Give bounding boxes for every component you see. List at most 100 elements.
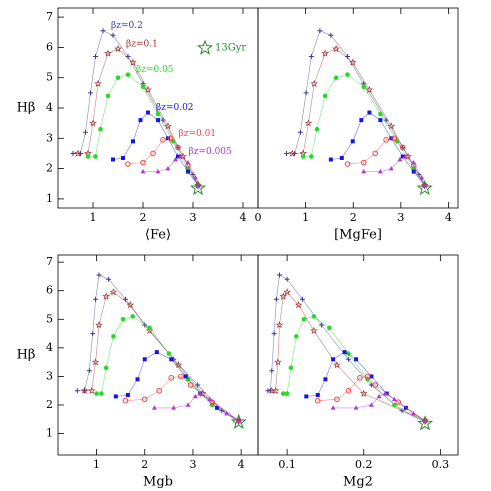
point — [185, 402, 191, 407]
point — [95, 321, 103, 329]
point — [331, 357, 336, 362]
series-line — [143, 156, 199, 186]
point — [392, 402, 397, 408]
point — [388, 166, 394, 171]
point — [155, 169, 161, 174]
point — [187, 382, 194, 388]
point — [399, 144, 406, 151]
point — [103, 365, 109, 371]
series-label: βz=0.005 — [189, 147, 233, 157]
point — [271, 386, 280, 394]
point — [91, 358, 100, 366]
point — [169, 357, 174, 362]
point — [303, 90, 309, 96]
point — [87, 386, 96, 394]
series-label: βz=0.05 — [136, 65, 174, 75]
point — [301, 316, 307, 322]
point — [311, 314, 317, 319]
point — [334, 396, 340, 403]
point — [395, 399, 402, 405]
point — [284, 391, 290, 396]
point — [130, 314, 135, 319]
x-tick-label: 1 — [90, 211, 97, 224]
y-tick-label: 3 — [46, 131, 53, 144]
point — [94, 391, 99, 396]
series-line — [363, 156, 425, 186]
point — [314, 126, 320, 132]
point — [142, 322, 148, 328]
point — [86, 368, 92, 374]
point — [96, 272, 102, 278]
point — [83, 129, 88, 135]
point — [326, 325, 332, 331]
point — [297, 129, 303, 135]
point — [113, 394, 118, 399]
x-axis-label: Mgb — [143, 475, 173, 490]
point — [422, 182, 428, 188]
series-line — [78, 48, 199, 186]
x-tick-label: 4 — [240, 211, 247, 224]
point — [391, 396, 397, 402]
point — [80, 386, 89, 394]
point — [151, 405, 157, 410]
point — [411, 410, 416, 416]
point — [339, 156, 344, 160]
point — [354, 357, 359, 362]
point — [378, 118, 383, 123]
point — [400, 154, 405, 159]
point — [376, 393, 382, 399]
y-axis-label: Hβ — [17, 101, 36, 116]
point — [85, 154, 91, 159]
series-line — [306, 351, 426, 421]
point — [178, 373, 184, 380]
point — [156, 118, 160, 123]
point — [122, 397, 129, 404]
point — [168, 375, 175, 381]
point — [155, 111, 161, 117]
point — [391, 135, 397, 142]
point — [364, 373, 371, 380]
x-tick-label: 3 — [397, 211, 404, 224]
end-point — [230, 413, 247, 429]
point — [183, 374, 188, 379]
y-tick-label: 1 — [46, 427, 53, 440]
point — [310, 79, 318, 88]
point — [175, 144, 181, 151]
series-line — [271, 291, 426, 421]
point — [369, 402, 374, 407]
point — [284, 150, 290, 156]
series-line — [84, 291, 239, 421]
point — [346, 351, 351, 356]
point — [372, 382, 379, 388]
point — [299, 296, 305, 302]
y-tick-label: 6 — [46, 284, 53, 297]
point — [140, 169, 146, 174]
point — [186, 169, 190, 174]
point — [111, 334, 116, 339]
point — [90, 331, 96, 337]
x-axis-label: [MgFe] — [334, 228, 382, 243]
point — [294, 334, 299, 339]
point — [70, 150, 76, 156]
point — [129, 58, 137, 66]
annotation-star — [196, 39, 214, 55]
point — [74, 149, 82, 157]
point — [378, 111, 383, 117]
point — [372, 150, 378, 157]
point — [185, 159, 191, 165]
point — [345, 387, 352, 394]
point — [93, 296, 99, 302]
point — [276, 272, 282, 278]
point — [411, 169, 416, 174]
point — [269, 368, 275, 374]
point — [350, 139, 355, 144]
x-tick-label: 1 — [302, 211, 309, 224]
point — [369, 374, 374, 379]
point — [215, 405, 220, 410]
series-line — [330, 112, 425, 186]
point — [154, 350, 159, 355]
y-tick-label: 7 — [46, 10, 53, 23]
point — [345, 356, 351, 362]
series-line — [77, 274, 239, 423]
point — [147, 325, 152, 331]
